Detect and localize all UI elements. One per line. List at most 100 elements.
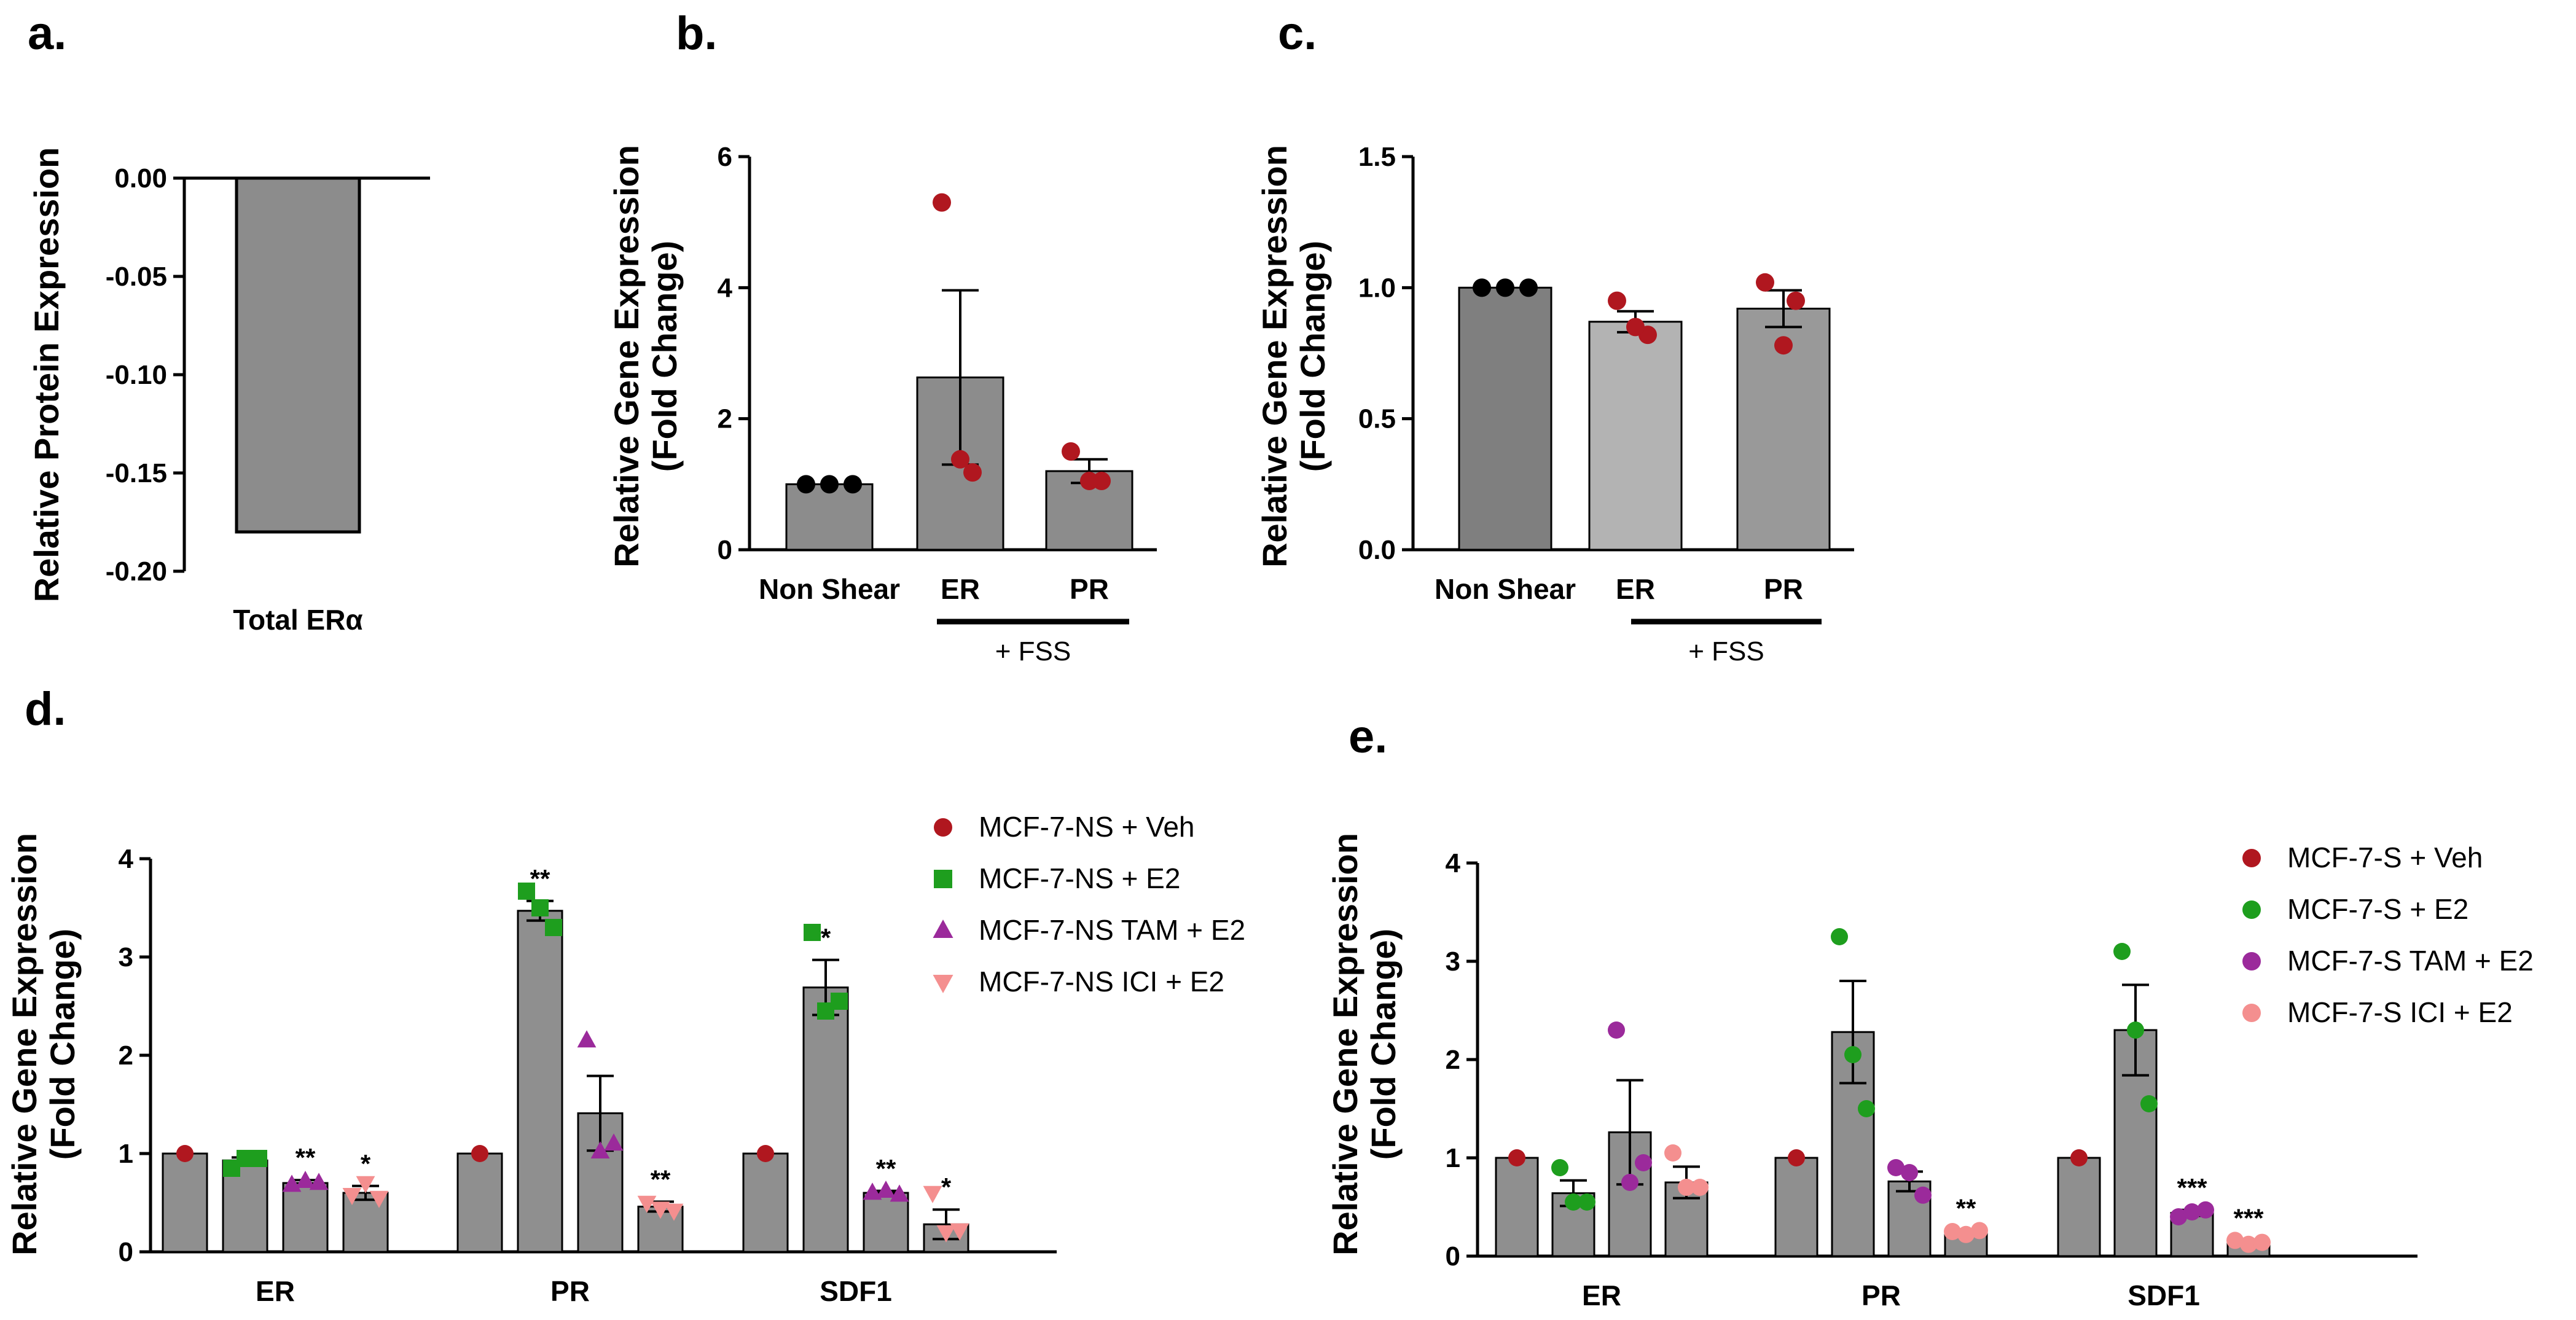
c-bar <box>1458 286 1552 551</box>
panel-a: 0.00 -0.05 -0.10 -0.15 -0.20 Total ERα Relativ… <box>27 147 430 636</box>
d-legend-marker <box>933 920 953 938</box>
e-legend-marker <box>2242 952 2261 970</box>
d-data-point <box>651 1201 670 1219</box>
e-bar <box>2057 1157 2101 1257</box>
e-bar <box>1495 1157 1539 1257</box>
b-y-axis-title-line: (Fold Change) <box>645 241 684 472</box>
panel-c: 0.0 0.5 1.0 1.5 Non Shear ER PR + FSS Relative G… <box>1255 142 1854 666</box>
a-y-axis-tick-label: 0.00 <box>114 163 167 193</box>
e-data-point <box>1788 1149 1805 1166</box>
a-y-axis-tick-label: -0.15 <box>106 458 167 488</box>
c-y-axis-title: Relative Gene Expression (Fold Change) <box>1255 145 1332 568</box>
b-x-tick-label: Non Shear <box>759 573 900 605</box>
b-data-point <box>820 475 839 494</box>
d-legend-marker <box>934 870 952 888</box>
b-data-point <box>1080 472 1098 490</box>
b-data-point <box>963 463 982 482</box>
e-data-point <box>1635 1154 1652 1171</box>
c-data-point <box>1787 291 1805 310</box>
e-y-axis-tick-label: 4 <box>1446 848 1461 878</box>
b-y-axis-tick-label: 6 <box>718 142 732 172</box>
d-bar <box>517 910 563 1253</box>
b-data-point <box>933 193 951 212</box>
e-y-axis-tick-label: 1 <box>1446 1143 1460 1173</box>
e-data-point <box>2197 1201 2214 1219</box>
e-data-point <box>1621 1174 1638 1191</box>
panel-label: b. <box>676 7 718 60</box>
e-data-point <box>1508 1149 1525 1166</box>
d-x-tick-label: ER <box>256 1275 295 1307</box>
a-y-axis-tick-label: -0.05 <box>106 262 167 292</box>
d-significance-label: ** <box>530 864 550 893</box>
c-y-axis-tick-label: 1.0 <box>1358 273 1396 303</box>
d-bar <box>802 986 849 1253</box>
d-data-point <box>296 1171 315 1188</box>
d-y-axis-tick-label: 3 <box>119 942 133 972</box>
e-data-point <box>1957 1225 1975 1243</box>
c-data-point <box>1519 278 1538 297</box>
a-y-axis-title: Relative Protein Expression <box>27 147 66 603</box>
d-data-point <box>309 1173 329 1190</box>
e-legend-label: MCF-7-S + E2 <box>2287 893 2468 925</box>
e-data-point <box>1831 928 1848 945</box>
a-y-axis-tick-label: -0.20 <box>106 557 167 587</box>
d-data-point <box>876 1181 896 1198</box>
d-data-point <box>471 1145 488 1162</box>
e-data-point <box>1664 1144 1681 1162</box>
d-significance-label: * <box>361 1149 371 1178</box>
e-x-tick-label: SDF1 <box>2128 1279 2200 1311</box>
e-y-axis-tick-label: 3 <box>1446 947 1460 977</box>
b-x-tick-label: ER <box>941 573 980 605</box>
c-x-tick-label: Non Shear <box>1435 573 1576 605</box>
e-data-point <box>1608 1021 1625 1039</box>
d-y-axis-title: Relative Gene Expression (Fold Change) <box>5 833 82 1256</box>
d-y-axis-title-line: Relative Gene Expression <box>5 833 44 1256</box>
c-y-axis-tick-label: 1.5 <box>1358 142 1396 172</box>
b-fss-label: + FSS <box>995 636 1071 666</box>
c-x-tick-label: PR <box>1764 573 1803 605</box>
b-bar <box>785 483 874 551</box>
d-data-point <box>664 1203 684 1221</box>
b-data-point <box>951 450 969 469</box>
e-data-point <box>2140 1095 2158 1112</box>
d-data-point <box>545 919 562 936</box>
d-data-point <box>923 1185 942 1203</box>
e-data-point <box>1565 1193 1582 1211</box>
d-data-point <box>369 1190 389 1208</box>
c-data-point <box>1774 336 1793 355</box>
d-data-point <box>890 1184 909 1202</box>
panel-label: c. <box>1278 7 1317 60</box>
d-bar <box>742 1152 789 1253</box>
c-fss-label: + FSS <box>1688 636 1764 666</box>
d-data-point <box>590 1141 610 1158</box>
e-legend-label: MCF-7-S + Veh <box>2287 842 2483 873</box>
e-data-point <box>1844 1046 1862 1063</box>
panel-label: e. <box>1349 711 1387 763</box>
e-significance-label: *** <box>2233 1203 2264 1232</box>
d-bar <box>282 1182 329 1253</box>
e-data-point <box>2240 1235 2257 1253</box>
c-data-point <box>1756 273 1774 292</box>
panel-label: a. <box>28 7 66 60</box>
b-y-axis-tick-label: 2 <box>718 404 732 434</box>
c-x-tick-label: ER <box>1616 573 1655 605</box>
e-legend-label: MCF-7-S ICI + E2 <box>2287 996 2513 1028</box>
c-data-point <box>1496 278 1514 297</box>
d-bar <box>162 1152 208 1253</box>
e-significance-label: *** <box>2177 1173 2207 1202</box>
d-data-point <box>863 1182 882 1200</box>
e-legend-label: MCF-7-S TAM + E2 <box>2287 945 2534 977</box>
e-data-point <box>2070 1149 2088 1166</box>
e-data-point <box>1971 1222 1988 1240</box>
c-y-axis-tick-label: 0.5 <box>1358 404 1396 434</box>
d-data-point <box>518 882 535 900</box>
d-legend-label: MCF-7-NS TAM + E2 <box>979 914 1245 946</box>
e-data-point <box>1578 1193 1595 1211</box>
d-bar <box>456 1152 503 1253</box>
d-data-point <box>356 1176 375 1193</box>
d-legend-marker <box>934 818 952 837</box>
e-data-point <box>2127 1021 2144 1039</box>
e-bar <box>1774 1157 1818 1257</box>
e-x-tick-label: ER <box>1582 1279 1621 1311</box>
d-data-point <box>250 1150 267 1167</box>
